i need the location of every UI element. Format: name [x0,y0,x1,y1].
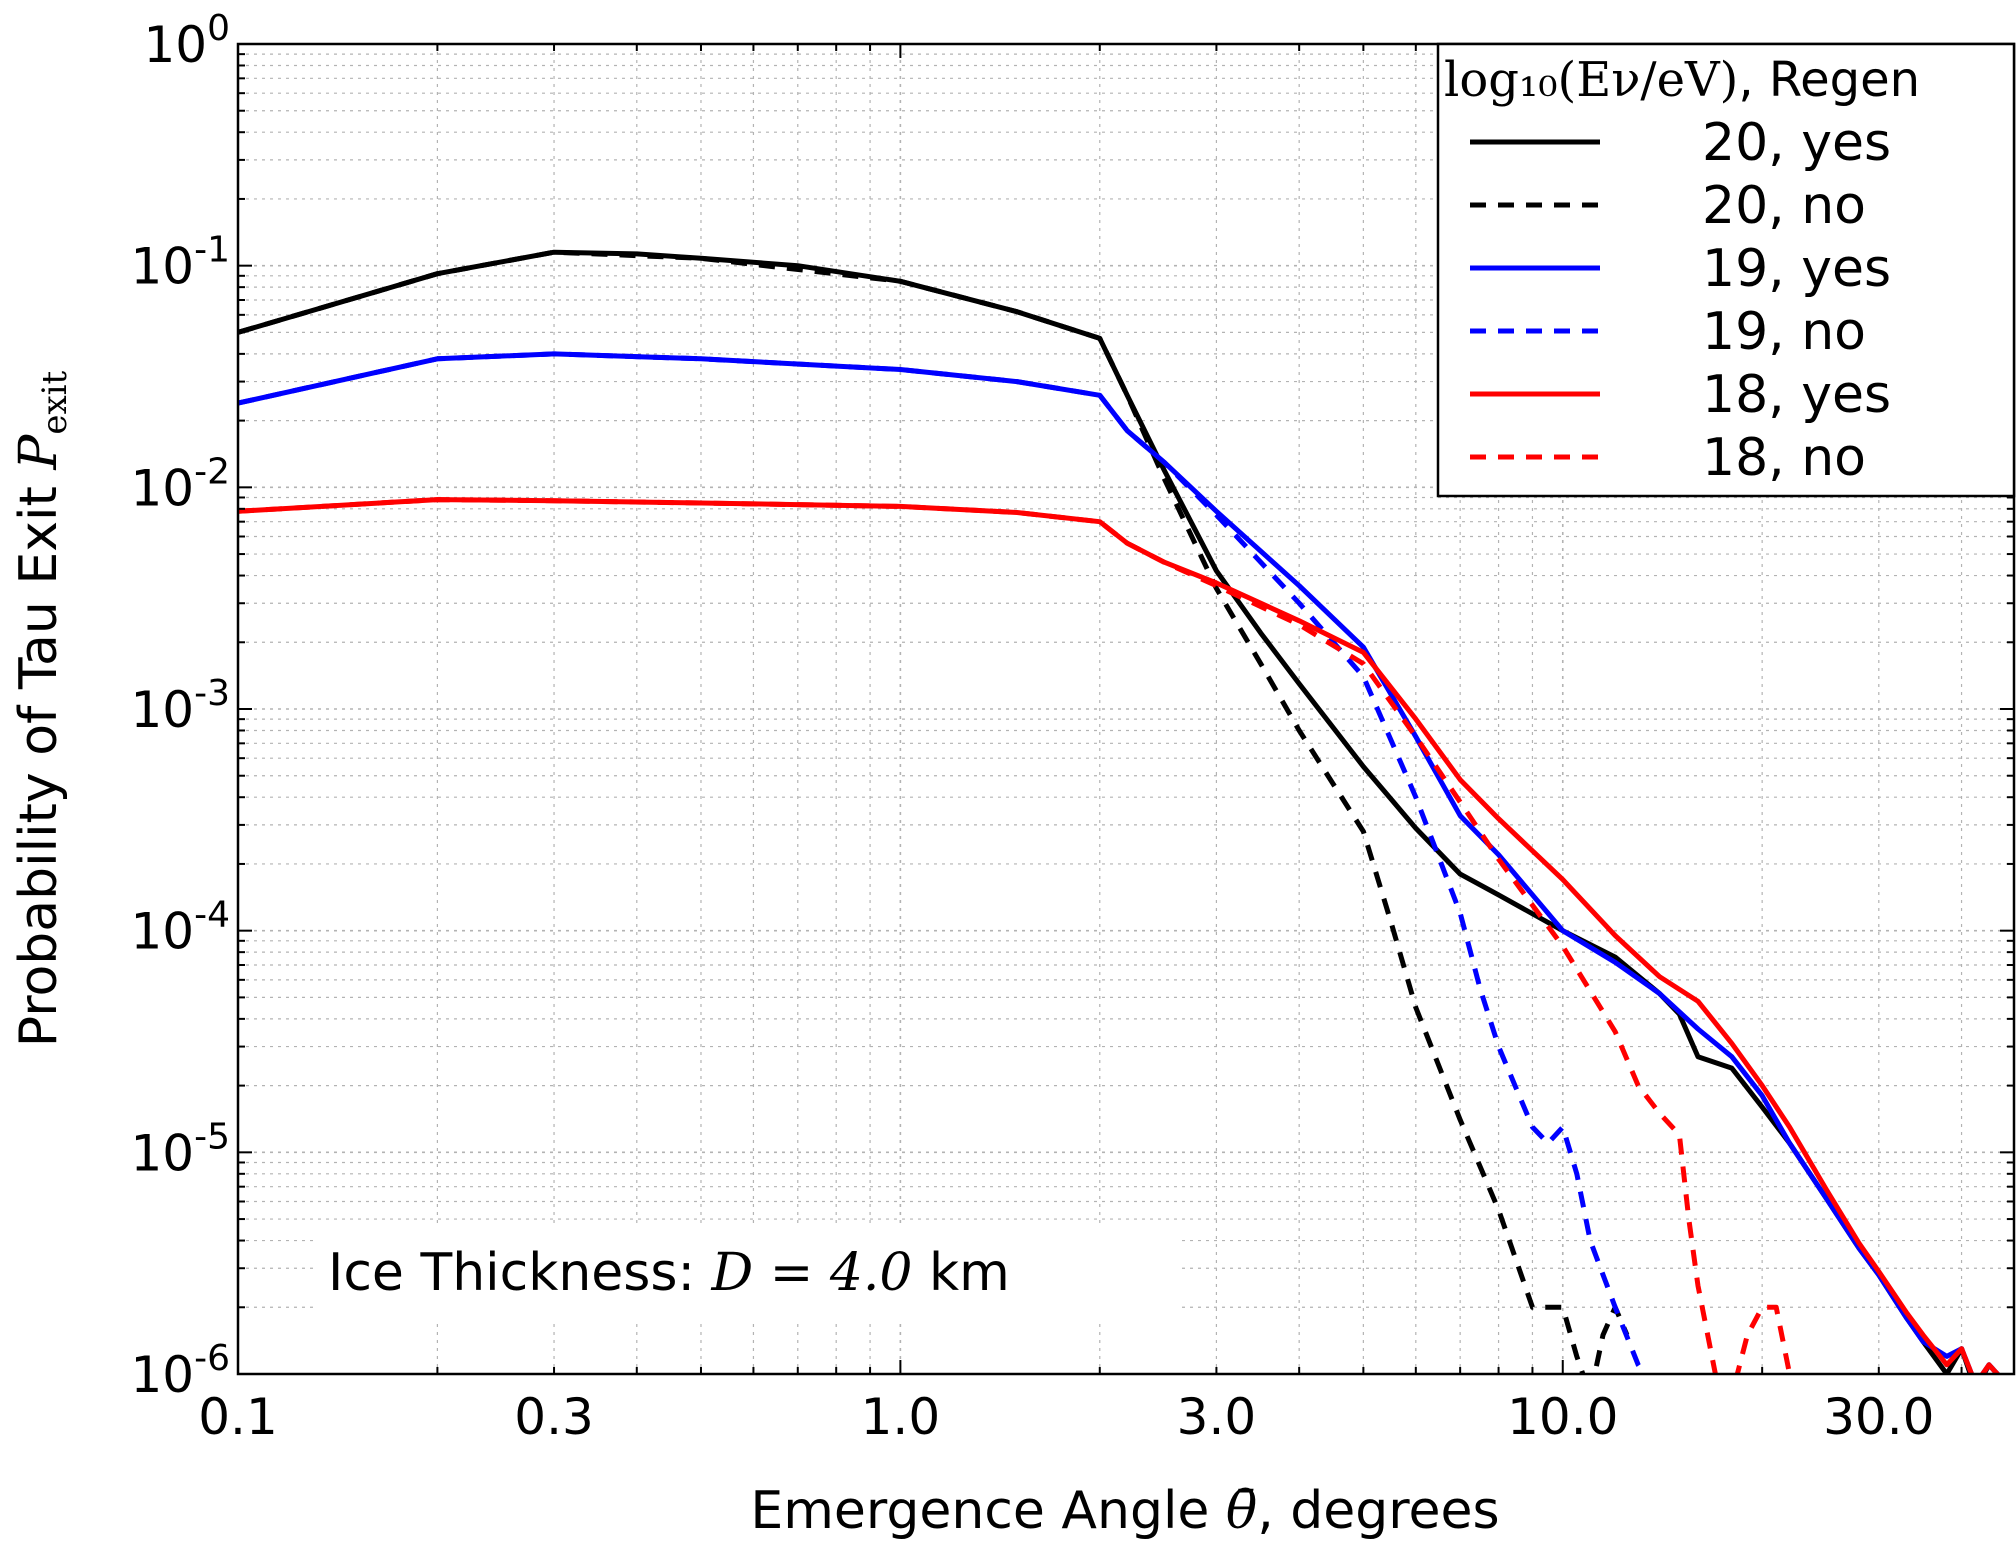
series-layer [238,249,2001,1374]
series-line [238,351,1648,1374]
legend-label: 20, no [1702,176,1866,236]
y-tick-labels: 10-6 10-5 10-4 10-3 10-2 10-1 100 [130,8,230,1404]
x-tick-label: 0.1 [198,1388,278,1446]
legend-label: 20, yes [1702,113,1891,173]
y-tick-label: 10-1 [130,230,230,296]
series-line [238,497,1793,1374]
y-tick-label: 10-4 [130,895,230,961]
series-line [238,249,1630,1374]
y-tick-label: 10-3 [130,673,230,739]
y-tick-label: 100 [143,8,230,74]
y-tick-label: 10-6 [130,1338,230,1404]
x-tick-labels: 0.1 0.3 1.0 3.0 10.0 30.0 [198,1388,1934,1446]
y-tick-label: 10-2 [130,451,230,517]
svg-text:Ice Thickness: D = 4.0 km: Ice Thickness: D = 4.0 km [328,1243,1010,1303]
x-tick-label: 30.0 [1823,1388,1934,1446]
x-tick-label: 0.3 [514,1388,594,1446]
x-axis-label: Emergence Angle θ̄, degrees [750,1481,1499,1541]
x-tick-label: 1.0 [861,1388,941,1446]
y-tick-label: 10-5 [130,1116,230,1182]
legend-label: 18, yes [1702,365,1891,425]
x-tick-label: 3.0 [1177,1388,1257,1446]
legend-label: 19, no [1702,302,1866,362]
x-tick-label: 10.0 [1507,1388,1618,1446]
legend-label: 18, no [1702,428,1866,488]
legend-title: log₁₀(Eν/eV), Regen [1444,52,1920,108]
annotation: Ice Thickness: D = 4.0 km [318,1225,1178,1323]
series-line [238,497,2001,1374]
y-axis-label: Probability of Tau Exit Pexit [9,370,75,1047]
legend-label: 19, yes [1702,239,1891,299]
